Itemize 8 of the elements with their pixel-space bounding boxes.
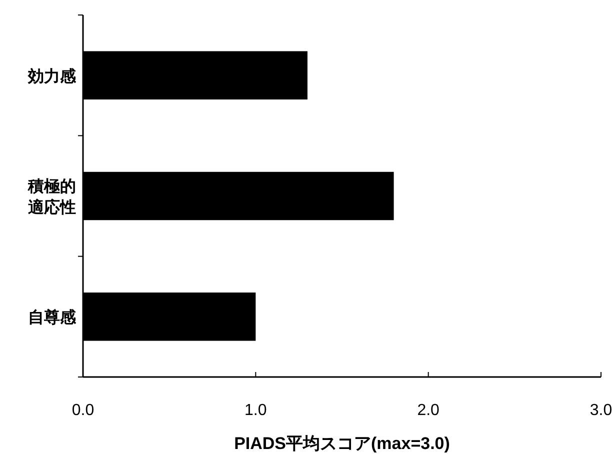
x-tick-label: 3.0 <box>590 402 612 419</box>
y-tick-label: 積極的適応性 <box>27 178 76 216</box>
y-tick-label: 自尊感 <box>28 308 77 327</box>
x-tick-label: 1.0 <box>244 402 267 419</box>
x-axis-title: PIADS平均スコア(max=3.0) <box>234 434 450 453</box>
x-tick-label: 2.0 <box>417 402 440 419</box>
x-tick-label: 0.0 <box>72 402 94 419</box>
y-tick-label: 効力感 <box>27 67 77 86</box>
